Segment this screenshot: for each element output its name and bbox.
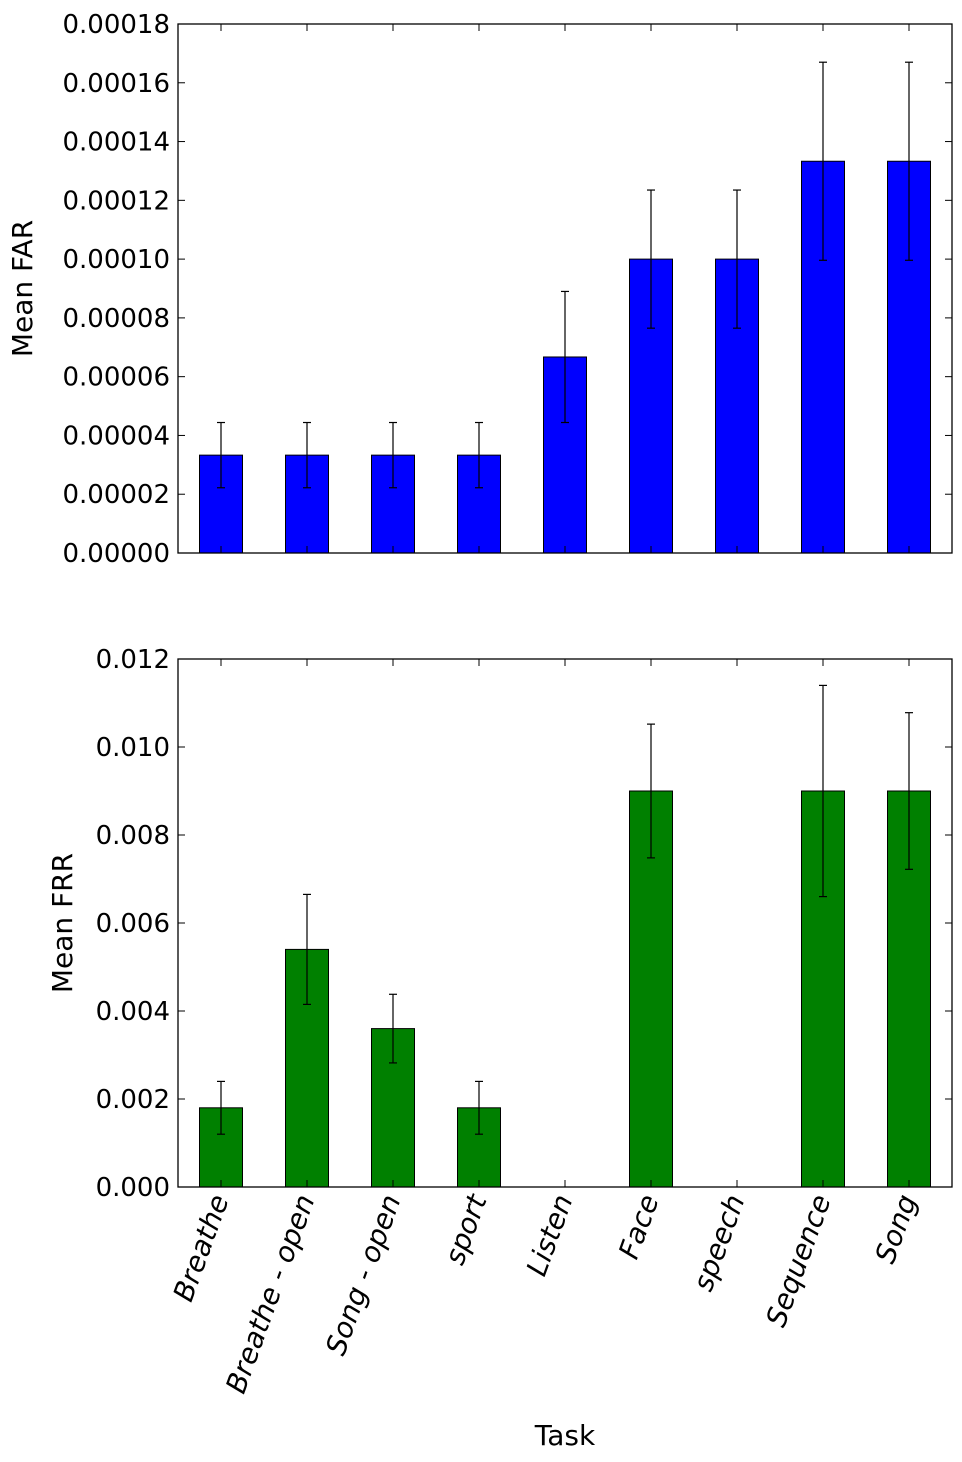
frr-errorbar-song [905, 712, 913, 870]
frr-ytick-label: 0.004 [96, 997, 170, 1027]
far-ylabel: Mean FAR [6, 220, 39, 357]
far-ytick-label: 0.00000 [62, 539, 170, 569]
far-errorbar-sequence [819, 61, 827, 261]
far-errorbar-face [647, 189, 655, 329]
xtick-label-listen: Listen [520, 1190, 580, 1280]
far-errorbar-song [905, 61, 913, 261]
far-ytick-label: 0.00014 [62, 128, 170, 158]
frr-xlabel: Task [534, 1419, 596, 1452]
far-errorbar-listen [561, 290, 569, 424]
far-ytick-label: 0.00004 [62, 421, 170, 451]
far-ytick-label: 0.00018 [62, 10, 170, 40]
frr-ytick-label: 0.006 [96, 909, 170, 939]
far-ytick-label: 0.00002 [62, 480, 170, 510]
frr-errorbar-song-open [389, 993, 397, 1064]
xtick-label-speech: speech [686, 1190, 751, 1295]
far-chart: 0.00000 0.00002 0.00004 0.00006 0.00008 0.000… [6, 10, 953, 569]
far-ytick-label: 0.00006 [62, 363, 170, 393]
far-ytick-label: 0.00012 [62, 186, 170, 216]
xtick-label-face: Face [612, 1190, 666, 1263]
frr-ytick-label: 0.008 [96, 821, 170, 851]
frr-errorbar-sport [475, 1080, 483, 1135]
far-errorbar-breathe-open [303, 421, 311, 489]
far-ytick-label: 0.00008 [62, 304, 170, 334]
far-errorbar-breathe [217, 421, 225, 489]
far-errorbar-sport [475, 421, 483, 489]
far-ytick-label: 0.00010 [62, 245, 170, 275]
frr-chart: 0.000 0.002 0.004 0.006 0.008 0.010 0.012 Breat… [46, 645, 953, 1452]
frr-errorbar-breathe-open [303, 893, 311, 1006]
xtick-label-sequence: Sequence [759, 1190, 837, 1331]
frr-ylabel: Mean FRR [46, 853, 79, 993]
frr-ytick-label: 0.010 [96, 733, 170, 763]
far-errorbar-song-open [389, 421, 397, 489]
far-ytick-label: 0.00016 [62, 69, 170, 99]
xtick-label-song: Song [868, 1190, 923, 1267]
frr-errorbar-breathe [217, 1080, 225, 1135]
xtick-label-song-open: Song - open [319, 1190, 408, 1359]
xtick-label-breathe-open: Breathe - open [219, 1190, 321, 1398]
frr-ytick-label: 0.000 [96, 1173, 170, 1203]
frr-ytick-label: 0.002 [96, 1085, 170, 1115]
xtick-label-breathe: Breathe [167, 1190, 236, 1306]
frr-ytick-label: 0.012 [96, 645, 170, 675]
frr-errorbar-face [647, 723, 655, 859]
xtick-label-sport: sport [438, 1189, 494, 1269]
frr-errorbar-sequence [819, 684, 827, 898]
far-errorbar-speech [733, 189, 741, 329]
